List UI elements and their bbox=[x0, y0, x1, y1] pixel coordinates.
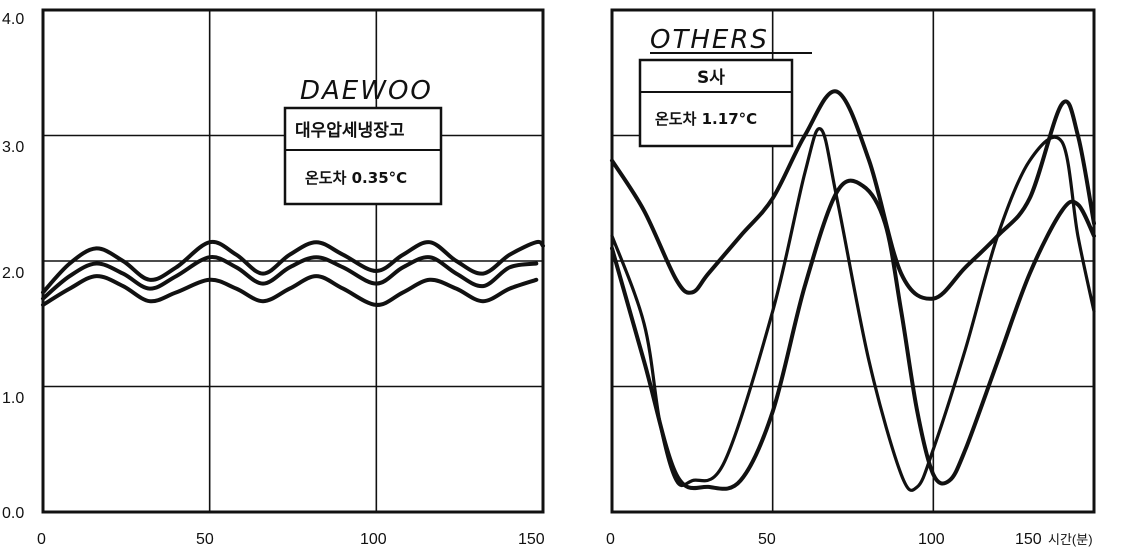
legend-box: 대우압세냉장고 온도차 0.35°C bbox=[283, 106, 443, 206]
y-tick-label: 2.0 bbox=[2, 265, 24, 282]
chart-others: 0 50 100 150 시간(분) OTHERS S사 온도차 1.17°C bbox=[606, 8, 1096, 548]
legend-frame bbox=[638, 58, 794, 148]
x-axis-unit: 시간(분) bbox=[1048, 532, 1093, 547]
plot-frame bbox=[610, 8, 1096, 514]
series-line-2 bbox=[610, 127, 1096, 492]
x-tick-label: 50 bbox=[196, 531, 214, 548]
legend-value: 온도차 1.17°C bbox=[655, 110, 757, 128]
x-tick-label: 100 bbox=[360, 531, 387, 548]
legend-title: 대우압세냉장고 bbox=[295, 120, 405, 141]
x-tick-label: 100 bbox=[918, 531, 945, 548]
legend-value: 온도차 0.35°C bbox=[305, 169, 407, 187]
series-lines bbox=[41, 239, 545, 307]
series-lines bbox=[610, 89, 1096, 492]
y-tick-label: 4.0 bbox=[2, 11, 24, 28]
x-tick-label: 150 bbox=[1015, 531, 1042, 548]
legend-frame bbox=[283, 106, 443, 206]
x-tick-label: 0 bbox=[606, 531, 615, 548]
y-tick-label: 1.0 bbox=[2, 390, 24, 407]
brand-label: DAEWOO bbox=[300, 76, 433, 106]
series-line-1 bbox=[610, 89, 1096, 301]
x-tick-label: 50 bbox=[758, 531, 776, 548]
legend-box: S사 온도차 1.17°C bbox=[638, 58, 794, 148]
plot-frame bbox=[41, 8, 545, 514]
series-line-2 bbox=[41, 255, 539, 301]
y-tick-label: 3.0 bbox=[2, 139, 24, 156]
brand-label: OTHERS bbox=[650, 25, 769, 55]
legend-title: S사 bbox=[697, 68, 725, 88]
series-line-3 bbox=[41, 274, 539, 307]
series-line-1 bbox=[41, 239, 545, 295]
series-line-3 bbox=[610, 178, 1096, 491]
y-tick-label: 0.0 bbox=[2, 505, 24, 522]
chart-daewoo: 4.0 3.0 2.0 1.0 0.0 0 50 100 150 DAEWOO … bbox=[2, 8, 545, 548]
grid-lines bbox=[43, 10, 543, 512]
x-tick-label: 150 bbox=[518, 531, 545, 548]
x-tick-label: 0 bbox=[37, 531, 46, 548]
